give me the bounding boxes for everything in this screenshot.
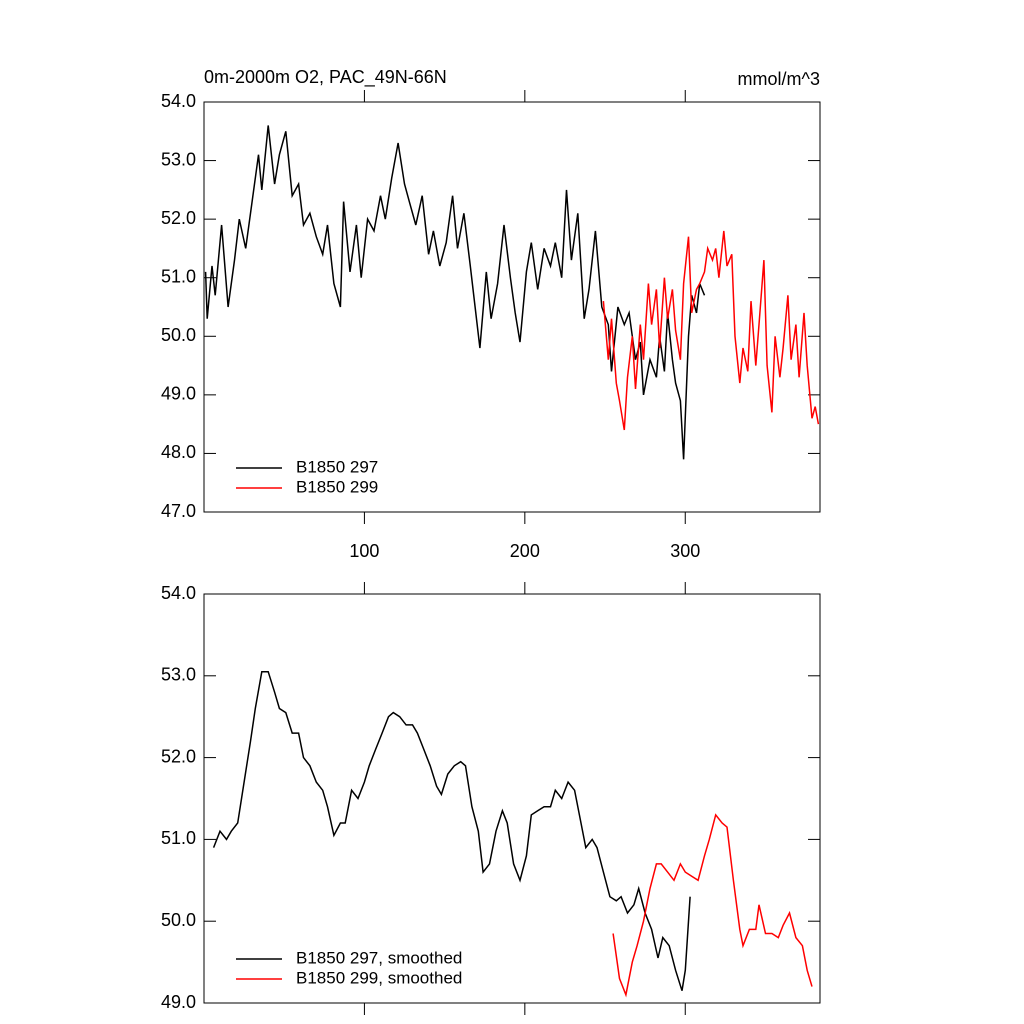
x-tick-label: 300 <box>670 541 700 561</box>
chart-title: 0m-2000m O2, PAC_49N-66N <box>204 67 447 88</box>
units-label: mmol/m^3 <box>738 69 820 89</box>
y-tick-label: 53.0 <box>161 665 196 685</box>
y-tick-label: 48.0 <box>161 442 196 462</box>
y-tick-label: 53.0 <box>161 149 196 169</box>
y-tick-label: 52.0 <box>161 746 196 766</box>
y-tick-label: 52.0 <box>161 208 196 228</box>
x-tick-label: 100 <box>349 541 379 561</box>
y-tick-label: 51.0 <box>161 828 196 848</box>
legend-label: B1850 297 <box>296 457 378 476</box>
legend-label: B1850 297, smoothed <box>296 948 462 967</box>
y-tick-label: 47.0 <box>161 501 196 521</box>
data-line <box>612 813 813 998</box>
x-tick-label: 200 <box>510 541 540 561</box>
y-tick-label: 51.0 <box>161 266 196 286</box>
data-line <box>212 670 691 991</box>
y-tick-label: 49.0 <box>161 992 196 1012</box>
legend-label: B1850 299 <box>296 477 378 496</box>
legend-label: B1850 299, smoothed <box>296 968 462 987</box>
plot-frame <box>203 593 821 1004</box>
y-tick-label: 50.0 <box>161 910 196 930</box>
data-line <box>602 230 820 431</box>
y-tick-label: 54.0 <box>161 91 196 111</box>
y-tick-label: 54.0 <box>161 583 196 603</box>
y-tick-label: 49.0 <box>161 384 196 404</box>
plot-frame <box>203 101 821 513</box>
y-tick-label: 50.0 <box>161 325 196 345</box>
